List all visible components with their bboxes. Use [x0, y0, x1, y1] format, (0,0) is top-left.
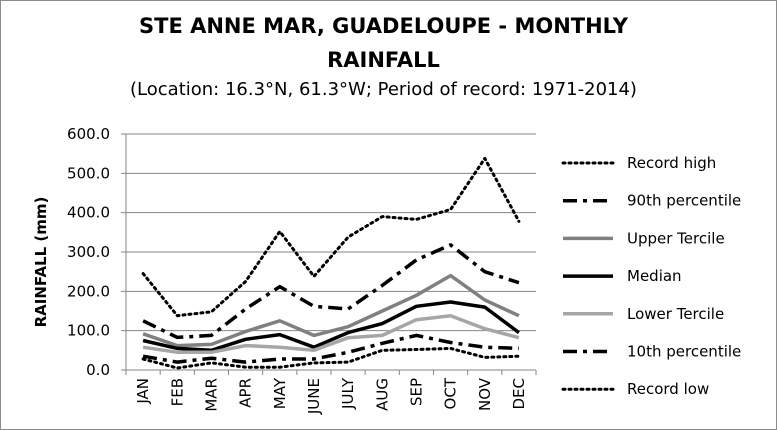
y-tick-label: 300.0 — [67, 243, 110, 261]
legend-label: 90th percentile — [627, 192, 741, 210]
x-tick-label: OCT — [442, 377, 460, 409]
series-line-record-high — [141, 156, 521, 318]
x-tick-label: DEC — [510, 378, 528, 410]
legend-label: Record low — [627, 380, 709, 398]
x-tick-label: APR — [237, 378, 255, 408]
chart-subtitle: (Location: 16.3°N, 61.3°W; Period of rec… — [130, 79, 637, 100]
chart-title-line-2: RAINFALL — [327, 48, 440, 72]
y-tick-label: 100.0 — [67, 322, 110, 340]
x-tick-label: FEB — [168, 378, 186, 406]
series-line-90th-percentile — [142, 243, 520, 340]
x-tick-label: SEP — [407, 378, 425, 406]
series-line-upper-tercile — [142, 273, 520, 348]
legend-label: Lower Tercile — [627, 305, 724, 323]
series-line-median — [142, 300, 520, 353]
legend-label: Upper Tercile — [627, 229, 725, 247]
y-tick-label: 600.0 — [67, 125, 110, 143]
series-line-lower-tercile — [142, 313, 520, 355]
y-tick-label: 400.0 — [67, 204, 110, 222]
x-tick-label: JUNE — [305, 378, 323, 415]
legend-label: 10th percentile — [627, 343, 741, 361]
y-tick-label: 500.0 — [67, 164, 110, 182]
y-axis-title: RAINFALL (mm) — [32, 197, 50, 328]
x-tick-label: AUG — [373, 378, 391, 411]
y-tick-label: 0.0 — [86, 361, 110, 379]
x-tick-label: JULY — [339, 377, 357, 410]
y-tick-label: 200.0 — [67, 282, 110, 300]
chart-title: STE ANNE MAR, GUADELOUPE - MONTHLY RAINF… — [1, 9, 766, 77]
x-tick-label: NOV — [476, 377, 494, 411]
x-tick-label: JAN — [134, 378, 152, 405]
legend-label: Record high — [627, 154, 716, 172]
chart-title-line-1: STE ANNE MAR, GUADELOUPE - MONTHLY — [139, 14, 628, 38]
x-tick-label: MAY — [271, 377, 289, 409]
series-line-record-low — [141, 346, 521, 370]
legend-label: Median — [627, 267, 682, 285]
x-tick-label: MAR — [202, 378, 220, 412]
series-line-10th-percentile — [142, 333, 519, 364]
